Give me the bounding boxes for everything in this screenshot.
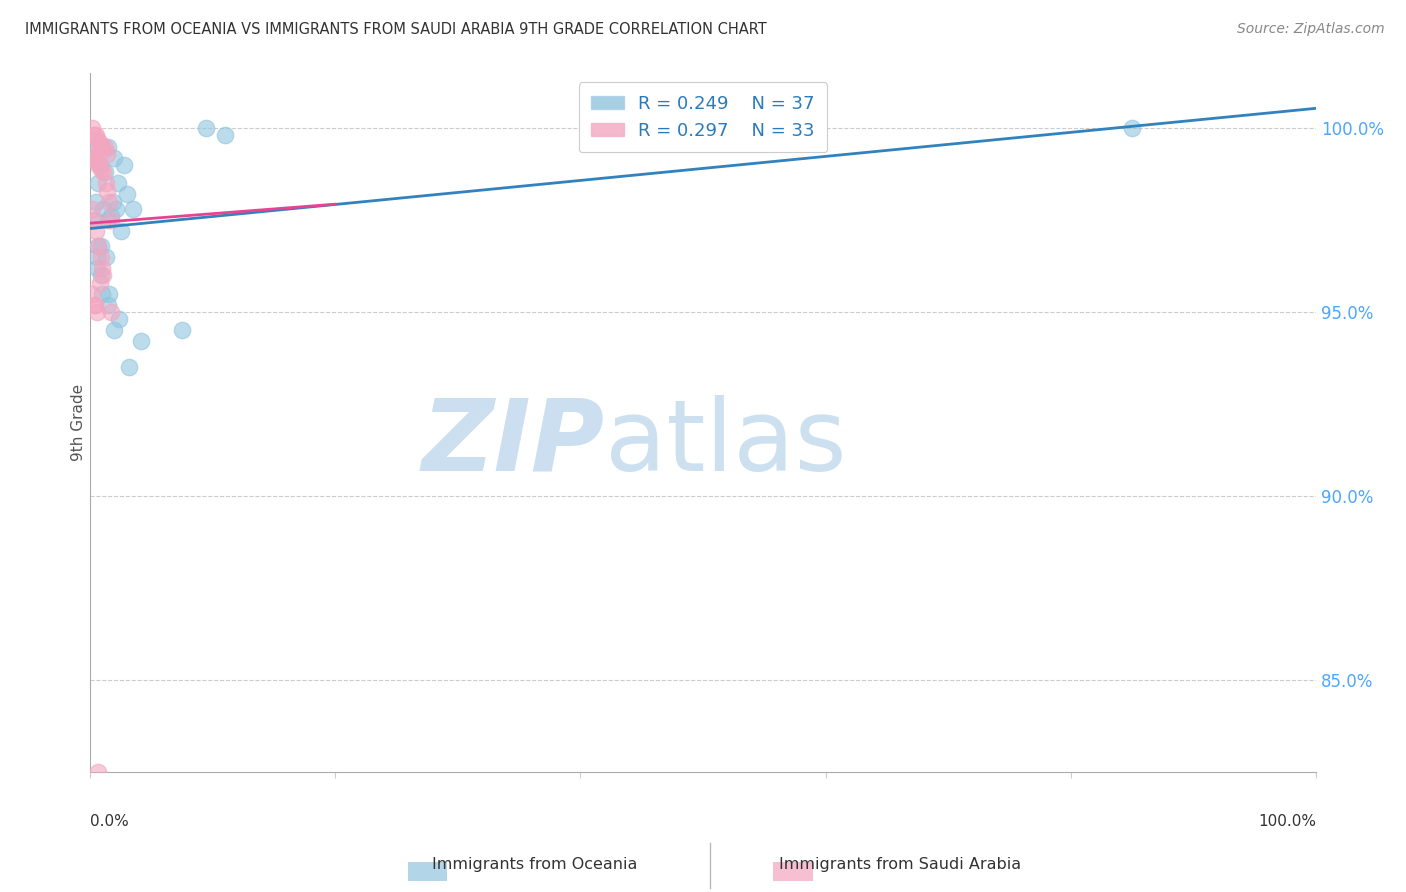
Point [103,323,125,337]
Point [98,194,121,209]
Point [195,121,218,136]
Point [121,202,143,216]
Point [87,158,110,172]
Text: ZIP: ZIP [422,395,605,491]
Point [131,334,153,349]
Point [1121,121,1143,136]
Point [87,239,110,253]
Point [103,151,125,165]
Point [83,151,105,165]
Y-axis label: 9th Grade: 9th Grade [72,384,86,461]
Point [84,154,107,169]
Point [91,143,114,157]
Point [110,224,132,238]
Point [100,210,122,224]
Text: Immigrants from Oceania: Immigrants from Oceania [432,857,637,872]
Point [83,298,105,312]
Point [107,177,129,191]
Point [170,323,193,337]
Point [115,187,138,202]
Point [84,194,107,209]
Point [96,147,118,161]
Point [86,132,108,146]
Point [100,213,122,227]
Point [97,139,120,153]
Point [91,286,114,301]
Point [118,360,141,375]
Point [91,202,114,216]
Point [90,161,112,176]
Point [90,268,112,283]
Point [83,298,105,312]
Legend: R = 0.249    N = 37, R = 0.297    N = 33: R = 0.249 N = 37, R = 0.297 N = 33 [579,82,827,153]
Point [104,202,127,216]
Point [84,224,107,238]
Point [89,276,111,290]
Point [87,239,110,253]
Text: IMMIGRANTS FROM OCEANIA VS IMMIGRANTS FROM SAUDI ARABIA 9TH GRADE CORRELATION CH: IMMIGRANTS FROM OCEANIA VS IMMIGRANTS FR… [25,22,768,37]
Point [91,260,114,275]
Point [100,305,122,319]
Point [93,165,115,179]
Point [82,121,104,136]
Point [96,184,118,198]
Point [214,128,236,143]
Point [86,250,108,264]
Point [89,158,111,172]
Text: 0.0%: 0.0% [90,814,128,829]
Point [87,764,110,779]
Point [86,260,108,275]
Point [98,286,121,301]
Point [91,165,114,179]
Point [84,128,107,143]
Point [97,298,120,312]
Point [86,305,108,319]
Point [94,177,117,191]
Point [93,139,115,153]
Point [83,147,105,161]
Point [101,194,124,209]
Point [90,139,112,153]
Point [89,136,111,150]
Point [82,151,104,165]
Point [87,177,110,191]
Point [84,139,107,153]
Point [97,213,120,227]
Point [82,202,104,216]
Point [82,286,104,301]
Point [112,158,135,172]
Point [83,213,105,227]
Text: 100.0%: 100.0% [1258,814,1316,829]
Point [91,139,114,153]
Point [90,239,112,253]
Point [91,268,114,283]
Point [94,250,117,264]
Text: Source: ZipAtlas.com: Source: ZipAtlas.com [1237,22,1385,37]
Point [90,250,112,264]
Text: atlas: atlas [605,395,846,491]
Text: Immigrants from Saudi Arabia: Immigrants from Saudi Arabia [779,857,1021,872]
Point [83,213,105,227]
Point [108,312,131,326]
Point [83,128,105,143]
